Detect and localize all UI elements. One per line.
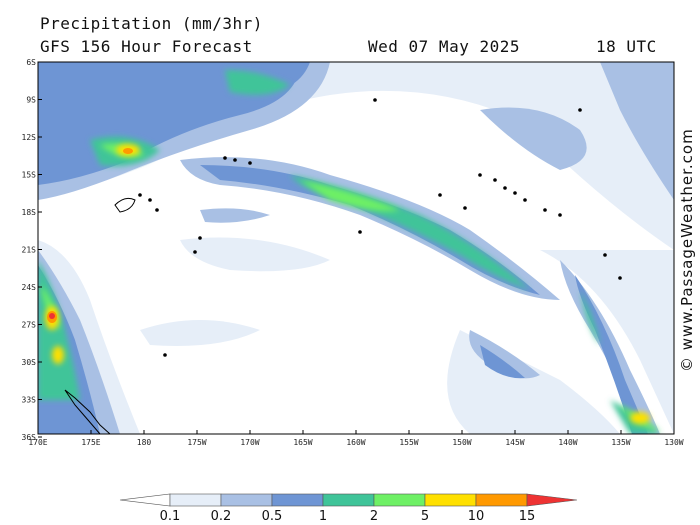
precip-fields xyxy=(38,62,674,434)
lat-label-27S: 27S xyxy=(22,321,37,330)
legend-swatch-7 xyxy=(475,493,528,507)
legend-label-0.5: 0.5 xyxy=(262,509,283,524)
legend-label-0.2: 0.2 xyxy=(211,509,232,524)
lat-label-9S: 9S xyxy=(26,96,36,105)
longitude-ticks: 170E 175E 180 175W 170W 165W 160W 155W 150W 145W 1… xyxy=(28,430,684,447)
lat-label-12S: 12S xyxy=(22,133,37,142)
lon-label-155W: 155W xyxy=(399,438,418,447)
latitude-ticks: 6S 9S 12S 15S 18S 21S 24S 27S 30S 33S 36S xyxy=(22,58,42,442)
lon-label-150W: 150W xyxy=(452,438,471,447)
legend-swatch-min xyxy=(119,493,171,507)
lat-label-21S: 21S xyxy=(22,246,37,255)
forecast-time: 18 UTC xyxy=(596,37,657,56)
legend-label-2: 2 xyxy=(370,509,378,524)
lon-label-130W: 130W xyxy=(664,438,683,447)
lon-label-170E: 170E xyxy=(28,438,47,447)
legend-label-5: 5 xyxy=(421,509,429,524)
lat-label-24S: 24S xyxy=(22,283,37,292)
forecast-date: Wed 07 May 2025 xyxy=(368,37,520,56)
lat-label-36S: 36S xyxy=(22,433,37,442)
chart-title: Precipitation (mm/3hr) xyxy=(40,14,263,33)
legend-swatch-6 xyxy=(424,493,477,507)
legend-swatch-3 xyxy=(271,493,324,507)
lon-label-170W: 170W xyxy=(240,438,259,447)
color-legend: 0.1 0.2 0.5 1 2 5 10 15 xyxy=(119,493,578,524)
legend-swatch-2 xyxy=(220,493,273,507)
lat-label-33S: 33S xyxy=(22,396,37,405)
lon-label-175W: 175W xyxy=(187,438,206,447)
legend-swatch-4 xyxy=(322,493,375,507)
lon-label-140W: 140W xyxy=(558,438,577,447)
lat-label-30S: 30S xyxy=(22,358,37,367)
legend-swatch-1 xyxy=(169,493,222,507)
legend-swatch-5 xyxy=(373,493,426,507)
watermark-text: © www.PassageWeather.com xyxy=(678,128,696,372)
lon-label-145W: 145W xyxy=(505,438,524,447)
lon-label-165W: 165W xyxy=(293,438,312,447)
forecast-subtitle: GFS 156 Hour Forecast xyxy=(40,37,253,56)
lon-label-180: 180 xyxy=(137,438,152,447)
lat-label-6S: 6S xyxy=(26,58,36,67)
legend-swatch-max xyxy=(526,493,578,507)
lon-label-160W: 160W xyxy=(346,438,365,447)
legend-label-15: 15 xyxy=(519,509,536,524)
legend-label-1: 1 xyxy=(319,509,327,524)
legend-label-10: 10 xyxy=(468,509,485,524)
lat-label-18S: 18S xyxy=(22,208,37,217)
lat-label-15S: 15S xyxy=(22,171,37,180)
legend-label-0.1: 0.1 xyxy=(160,509,181,524)
lon-label-135W: 135W xyxy=(611,438,630,447)
lon-label-175E: 175E xyxy=(81,438,100,447)
